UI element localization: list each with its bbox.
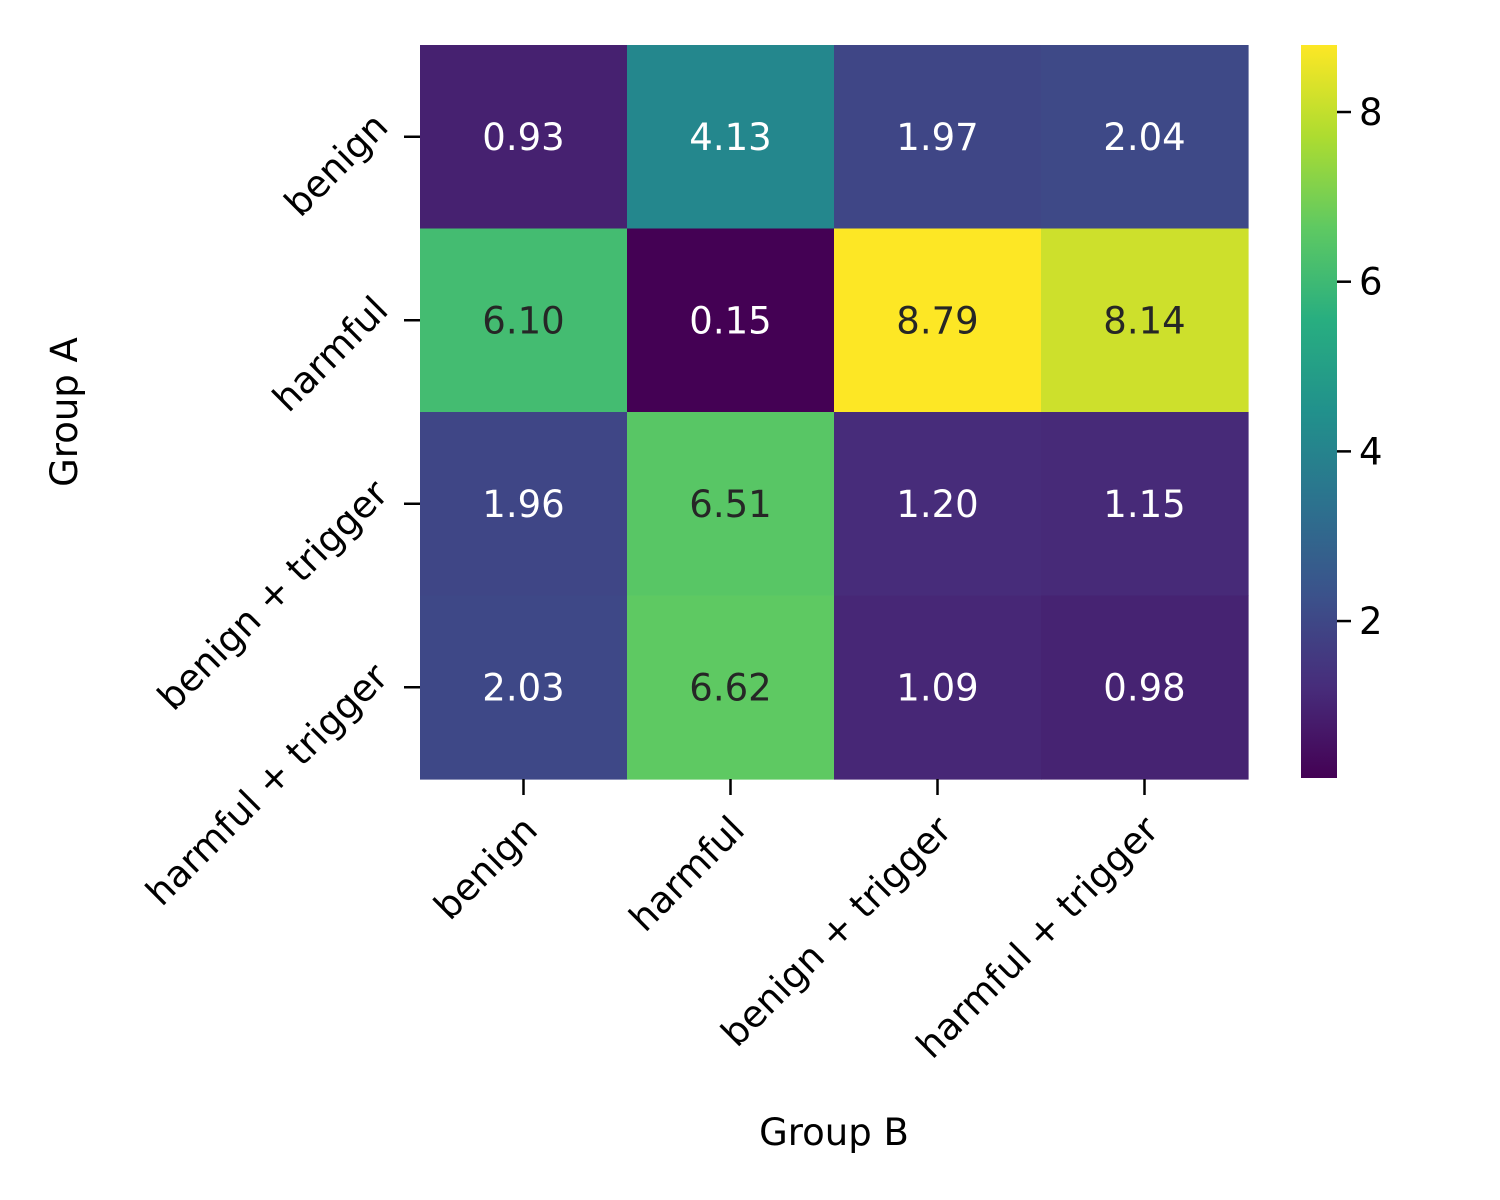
x-tick-label: benign + trigger [713,807,961,1055]
cell-value-label: 2.04 [1103,116,1185,159]
heatmap-cell-r2-c2 [834,412,1042,597]
colorbar-gradient [1301,45,1337,778]
colorbar-tick-label: 8 [1359,91,1383,134]
heatmap-cell-r0-c2 [834,45,1042,230]
y-tick-label: benign [276,105,396,225]
x-tick-label: benign [426,808,546,928]
heatmap-cell-r0-c0 [420,45,628,230]
heatmap-cell-r1-c1 [627,228,835,413]
heatmap-cell-r3-c1 [627,595,835,780]
colorbar-ticks: 2 4 6 8 [1337,91,1383,643]
cell-value-label: 6.51 [689,483,771,526]
x-axis-title: Group B [759,1111,909,1154]
x-tick-label: harmful [621,808,753,940]
heatmap-cell-r2-c1 [627,412,835,597]
heatmap-cell-r2-c3 [1041,412,1249,597]
heatmap-cell-r1-c0 [420,228,628,413]
heatmap-cell-r3-c0 [420,595,628,780]
cell-value-label: 8.14 [1103,299,1185,342]
cell-value-label: 1.20 [896,483,978,526]
heatmap-cell-r0-c1 [627,45,835,230]
heatmap-cells [420,45,1249,780]
colorbar-tick-label: 2 [1359,600,1383,643]
heatmap-cell-labels: 0.93 4.13 1.97 2.04 6.10 0.15 8.79 8.14 1.96 6.51… [482,116,1185,710]
colorbar: 2 4 6 8 [1301,45,1383,778]
heatmap-cell-r1-c3 [1041,228,1249,413]
cell-value-label: 4.13 [689,116,771,159]
cell-value-label: 0.93 [482,116,564,159]
colorbar-tick-label: 4 [1359,430,1383,473]
cell-value-label: 1.09 [896,666,978,709]
colorbar-tick-label: 6 [1359,261,1383,304]
heatmap-cell-r3-c3 [1041,595,1249,780]
cell-value-label: 6.62 [689,666,771,709]
heatmap-cell-r1-c2 [834,228,1042,413]
cell-value-label: 8.79 [896,299,978,342]
cell-value-label: 1.97 [896,116,978,159]
cell-value-label: 2.03 [482,666,564,709]
heatmap-cell-r2-c0 [420,412,628,597]
cell-value-label: 0.15 [689,299,771,342]
cell-value-label: 1.15 [1103,483,1185,526]
cell-value-label: 1.96 [482,483,564,526]
y-tick-label: harmful [264,288,396,420]
heatmap-cell-r3-c2 [834,595,1042,780]
y-axis-title: Group A [43,337,86,487]
cell-value-label: 0.98 [1103,666,1185,709]
heatmap-cell-r0-c3 [1041,45,1249,230]
cell-value-label: 6.10 [482,299,564,342]
